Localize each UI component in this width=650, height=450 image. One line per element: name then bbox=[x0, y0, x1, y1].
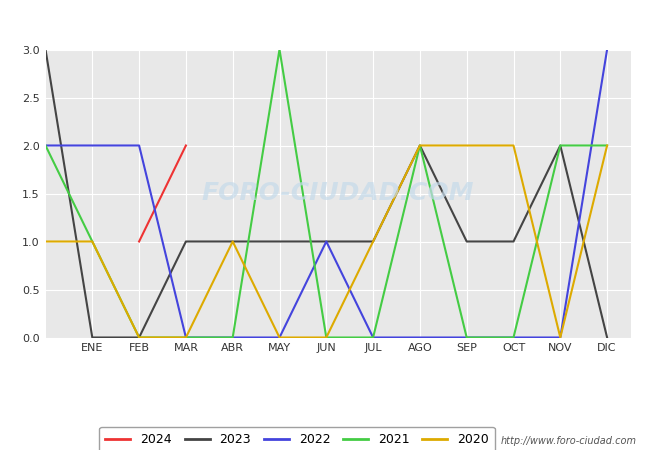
Text: http://www.foro-ciudad.com: http://www.foro-ciudad.com bbox=[501, 436, 637, 446]
Text: Matriculaciones de Vehiculos en Vega de Pas: Matriculaciones de Vehiculos en Vega de … bbox=[123, 14, 527, 33]
Text: FORO-CIUDAD.COM: FORO-CIUDAD.COM bbox=[202, 181, 474, 206]
Legend: 2024, 2023, 2022, 2021, 2020: 2024, 2023, 2022, 2021, 2020 bbox=[99, 427, 495, 450]
